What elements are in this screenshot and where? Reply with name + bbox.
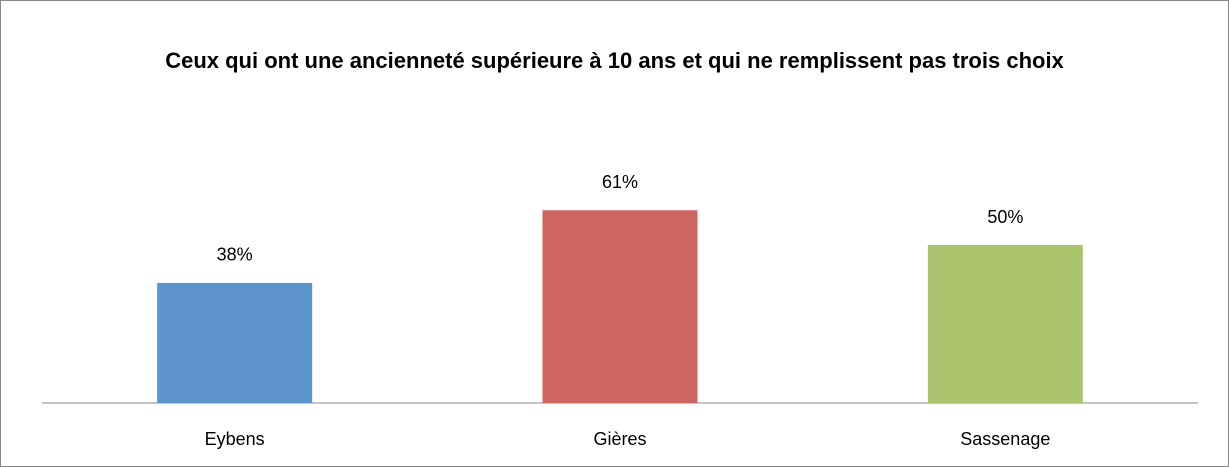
bar [542, 210, 698, 403]
chart-title: Ceux qui ont une ancienneté supérieure à… [165, 48, 1064, 73]
x-tick-label: Eybens [205, 429, 265, 449]
value-label: 61% [602, 172, 638, 192]
x-tick-label: Sassenage [960, 429, 1050, 449]
x-tick-label: Gières [593, 429, 646, 449]
value-label: 38% [217, 245, 253, 265]
bar [157, 282, 313, 403]
bar [927, 245, 1083, 403]
value-label: 50% [987, 207, 1023, 227]
